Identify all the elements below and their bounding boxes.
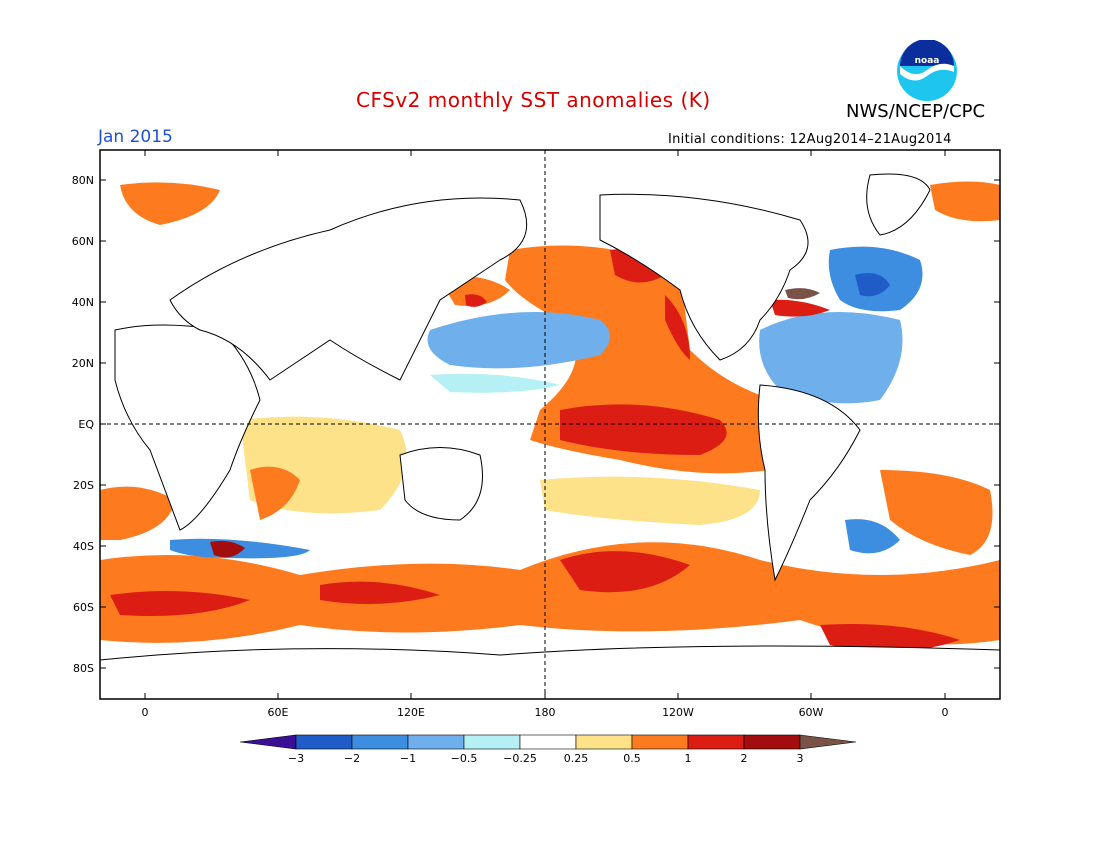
southern-ocean-strong-warm (320, 581, 440, 604)
colorbar-tick-label: 0.25 (564, 752, 589, 765)
agency-label: NWS/NCEP/CPC (846, 101, 986, 122)
greenland-outline (866, 173, 931, 236)
colorbar-tick-label: −3 (288, 752, 304, 765)
colorbar-segment (463, 734, 521, 750)
lon-label: 0 (942, 706, 949, 719)
antarctica-outline (100, 645, 1000, 699)
colorbar-segment (575, 734, 633, 750)
gulf-stream-extreme-warm (785, 288, 820, 300)
colorbar-max-arrow (799, 734, 857, 750)
north-atlantic-cold-core (855, 272, 890, 297)
south-indian-warm (100, 486, 175, 540)
lat-label: EQ (78, 418, 94, 431)
lat-label: 60S (73, 601, 94, 614)
lon-label: 120E (397, 706, 425, 719)
colorbar: −3 −2 −1 −0.5 −0.25 0.25 0.5 1 2 3 (239, 734, 857, 765)
lon-label: 60W (799, 706, 824, 719)
eurasia-outline (169, 197, 528, 381)
colorbar-segment (743, 734, 801, 750)
pacific-strong-warm (560, 404, 727, 455)
arctic-warm (120, 182, 220, 225)
colorbar-segment (631, 734, 689, 750)
colorbar-segment (687, 734, 745, 750)
south-america-outline (757, 384, 861, 582)
agulhas-strong-warm (210, 540, 245, 558)
valid-month: Jan 2015 (98, 127, 173, 147)
colorbar-tick-label: 2 (741, 752, 748, 765)
lat-label: 40S (73, 540, 94, 553)
colorbar-tick-label: −0.5 (451, 752, 478, 765)
southern-ocean-strong-warm (560, 551, 690, 593)
lat-label: 20S (73, 479, 94, 492)
japan-strong-warm (465, 294, 487, 307)
lat-label: 20N (72, 357, 94, 370)
colorbar-tick-label: −1 (400, 752, 416, 765)
lon-label: 120W (662, 706, 694, 719)
indian-ocean-warm (250, 466, 300, 520)
lat-label: 60N (72, 235, 94, 248)
north-atlantic-cold-anomaly (759, 312, 903, 404)
noaa-logo-text: noaa (915, 56, 940, 66)
latitude-axis: 80N 60N 40N 20N EQ 20S 40S 60S 80S (72, 174, 1000, 675)
colorbar-tick-label: 0.5 (623, 752, 641, 765)
south-pacific-weak-warm (540, 476, 760, 525)
arctic-warm (930, 181, 1000, 222)
continent-outlines (100, 173, 1000, 699)
longitude-axis: 0 60E 120E 180 120W 60W 0 (142, 150, 949, 719)
lat-label: 80N (72, 174, 94, 187)
noaa-logo-icon: noaa (897, 40, 957, 101)
south-atlantic-cool (845, 519, 900, 554)
colorbar-segment (295, 734, 353, 750)
lon-label: 60E (268, 706, 289, 719)
colorbar-tick-label: 1 (685, 752, 692, 765)
colorbar-tick-label: −0.25 (503, 752, 537, 765)
map-title: CFSv2 monthly SST anomalies (K) (356, 88, 711, 112)
australia-outline (399, 447, 483, 521)
colorbar-segment (351, 734, 409, 750)
colorbar-segment (519, 734, 577, 750)
pacific-strong-warm (610, 249, 665, 283)
initial-conditions: Initial conditions: 12Aug2014–21Aug2014 (668, 132, 952, 147)
south-atlantic-warm (880, 470, 993, 555)
colorbar-segment (407, 734, 465, 750)
lat-label: 80S (73, 662, 94, 675)
lat-label: 40N (72, 296, 94, 309)
north-pacific-cool-anomaly (427, 312, 610, 369)
southern-ocean-strong-warm (110, 591, 250, 616)
southern-ocean-strong-warm (820, 624, 960, 652)
north-america-outline (599, 193, 809, 361)
north-pacific-cool-anomaly (430, 373, 560, 393)
gulf-stream-warm (770, 299, 830, 317)
lon-label: 180 (535, 706, 556, 719)
ne-pacific-coastal-warm (665, 295, 690, 360)
colorbar-tick-label: −2 (344, 752, 360, 765)
colorbar-min-arrow (239, 734, 297, 750)
lon-label: 0 (142, 706, 149, 719)
colorbar-tick-label: 3 (797, 752, 804, 765)
